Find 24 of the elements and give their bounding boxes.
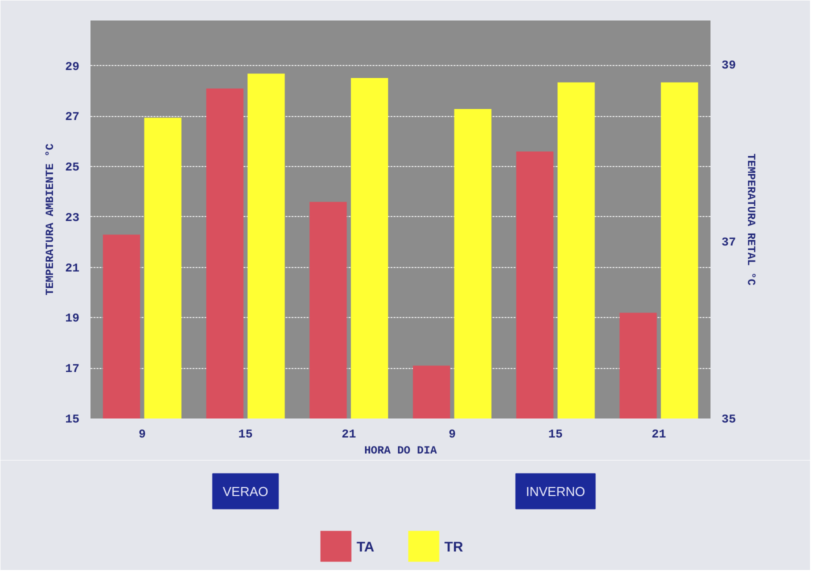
y2-tick-label: 35 bbox=[722, 412, 736, 426]
x-tick-label: 15 bbox=[238, 428, 253, 442]
x-tick-label: 15 bbox=[548, 428, 563, 442]
y-tick-label: 27 bbox=[65, 110, 80, 124]
legend-label: TR bbox=[444, 538, 464, 554]
y2-tick-label: 37 bbox=[722, 236, 736, 250]
x-tick-label: 9 bbox=[138, 428, 146, 442]
x-tick-label: 21 bbox=[342, 428, 356, 442]
y-tick-label: 25 bbox=[65, 160, 80, 175]
y-tick-label: 29 bbox=[65, 60, 80, 74]
y-tick-label: 15 bbox=[65, 412, 80, 426]
x-tick-label: 21 bbox=[652, 428, 666, 442]
x-axis-title: HORA DO DIA bbox=[364, 446, 438, 458]
y2-axis-title: TEMPERATURA RETAL °C bbox=[744, 153, 756, 286]
y-tick-label: 19 bbox=[65, 312, 80, 326]
legend-label: TA bbox=[356, 538, 374, 554]
text: INVERNO bbox=[526, 484, 586, 499]
text: VERAO bbox=[222, 484, 268, 499]
y-tick-label: 23 bbox=[65, 210, 80, 225]
x-tick-label: 9 bbox=[448, 428, 456, 442]
y-axis-title: TEMPERATURA AMBIENTE °C bbox=[45, 143, 58, 296]
y-tick-label: 17 bbox=[65, 362, 80, 376]
y2-tick-label: 39 bbox=[722, 58, 736, 73]
y-tick-label: 21 bbox=[65, 261, 80, 276]
